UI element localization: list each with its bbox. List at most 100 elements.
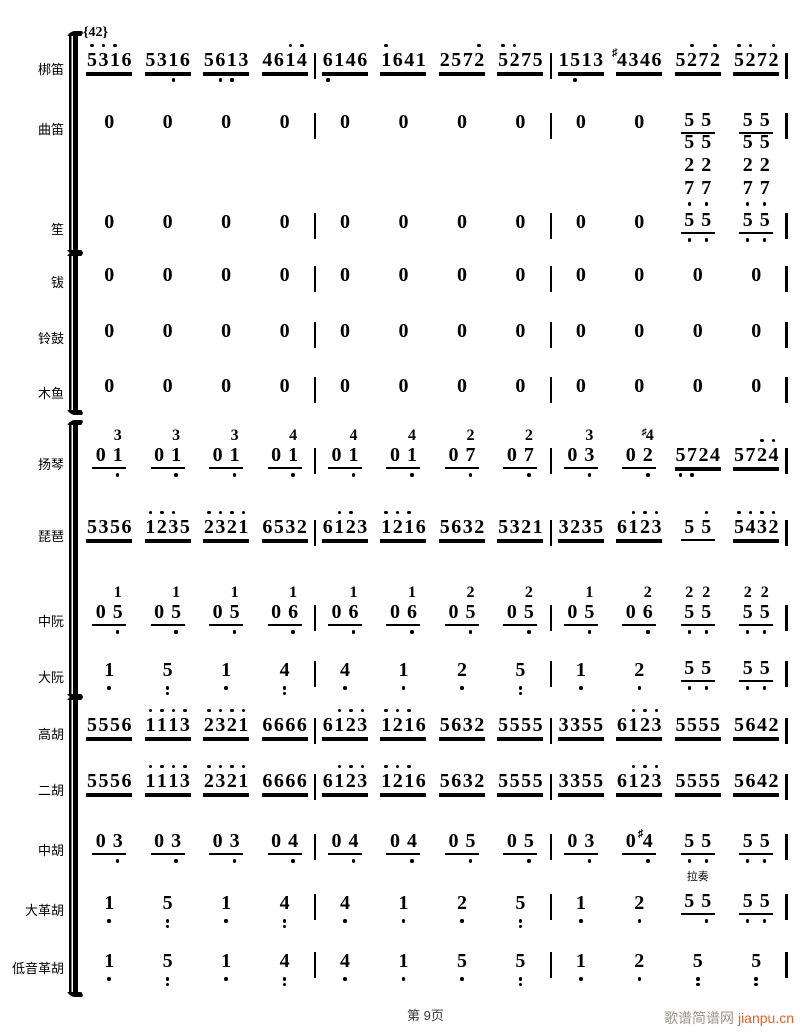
barline bbox=[313, 377, 316, 403]
below-column bbox=[558, 743, 570, 757]
note-column: 5 bbox=[681, 868, 698, 913]
note-digit: 5 bbox=[701, 601, 712, 623]
barline bbox=[549, 213, 552, 239]
digit-row: 1 bbox=[218, 870, 235, 915]
note-digit: 6 bbox=[285, 770, 296, 792]
note-digit: 3 bbox=[179, 770, 190, 792]
note-digit: 0 bbox=[506, 830, 517, 852]
note-digit: 6 bbox=[288, 601, 299, 623]
note-column: 6 bbox=[179, 39, 191, 72]
above-slot: 3 bbox=[172, 422, 180, 444]
below-column bbox=[756, 686, 773, 700]
note-column: 2 bbox=[768, 760, 780, 793]
below-column bbox=[572, 686, 589, 700]
barline bbox=[313, 774, 316, 800]
harmony-note: 1 bbox=[113, 584, 122, 601]
note-group: 0 bbox=[512, 254, 529, 305]
note-digit: 0 bbox=[389, 601, 400, 623]
below-column bbox=[512, 347, 529, 361]
octave-dots-below bbox=[527, 630, 531, 634]
below-column bbox=[462, 630, 479, 644]
note-digit: 0 bbox=[634, 111, 645, 133]
octave-dots-below bbox=[326, 78, 330, 82]
octave-dots-below bbox=[107, 977, 111, 981]
note-column: 0 bbox=[386, 579, 403, 624]
note-digit: 2 bbox=[768, 516, 779, 538]
below-column bbox=[273, 545, 285, 559]
octave-dot bbox=[90, 43, 94, 47]
beat: 0 bbox=[255, 211, 313, 252]
note-group: 1 bbox=[218, 870, 235, 933]
octave-dots-above bbox=[477, 43, 481, 47]
note-digit: 5 bbox=[759, 657, 770, 679]
staff-row-daruan: 大阮 1 5 1 4 4 1 2 5 1 2 5 5 5 5 bbox=[0, 654, 800, 700]
octave-dot bbox=[165, 977, 170, 981]
below-column bbox=[159, 686, 176, 700]
octave-dot bbox=[518, 919, 523, 923]
above-slot: 2 bbox=[744, 579, 752, 601]
note-group: 1 bbox=[395, 649, 412, 700]
note-digit: 5 bbox=[701, 890, 712, 912]
note-digit: 5 bbox=[515, 659, 526, 681]
below-column bbox=[392, 78, 404, 92]
note-digit: 1 bbox=[532, 516, 543, 538]
below-row bbox=[322, 795, 368, 813]
note-column: 1 bbox=[415, 39, 427, 72]
below-column bbox=[238, 78, 250, 92]
technique-annotation: 拉奏 bbox=[686, 871, 709, 883]
note-column: 5 bbox=[581, 760, 593, 793]
note-digit: 0 bbox=[515, 375, 526, 397]
beat: 1 bbox=[552, 870, 610, 933]
below-row bbox=[572, 343, 589, 361]
below-column bbox=[532, 545, 544, 559]
note-digit: 4 bbox=[340, 892, 351, 914]
note-group: 0 bbox=[453, 365, 470, 416]
below-column bbox=[520, 799, 532, 813]
octave-dot bbox=[579, 919, 583, 923]
octave-dot bbox=[518, 977, 523, 981]
harmony-note: ♯4 bbox=[641, 427, 654, 444]
note-column: 5 bbox=[512, 870, 529, 915]
harmony-note: 2 bbox=[702, 584, 711, 601]
note-digit: 5 bbox=[112, 601, 123, 623]
note-digit: 0 bbox=[271, 830, 282, 852]
below-row bbox=[572, 973, 589, 991]
note-column: 6 bbox=[745, 704, 757, 737]
note-digit: 1 bbox=[381, 714, 392, 736]
note-digit: 5 bbox=[109, 714, 120, 736]
above-slot: 1 bbox=[172, 579, 180, 601]
above-slot bbox=[349, 506, 353, 516]
above-slot bbox=[207, 704, 211, 714]
staff-row-bangdi: 梆笛 5 3 1 6 5 3 1 6 5 6 1 3 4 6 1 4 6 1 4 6 1 6 4 1 2 5 7 2 5 2 7 5 1 5 1 3 ♯ 4… bbox=[0, 43, 800, 92]
below-column bbox=[179, 799, 191, 813]
note-digit: 3 bbox=[285, 516, 296, 538]
below-column bbox=[745, 473, 757, 487]
below-row bbox=[203, 795, 249, 813]
below-row bbox=[512, 915, 529, 933]
note-column: 2 bbox=[739, 154, 756, 177]
note-column: 5 bbox=[739, 209, 756, 232]
note-digit: 1 bbox=[334, 516, 345, 538]
digit-row: 5 bbox=[689, 940, 706, 973]
note-column: 5 bbox=[675, 704, 687, 737]
digit-row: 4 bbox=[337, 940, 354, 973]
octave-dot bbox=[643, 510, 647, 514]
octave-dot bbox=[587, 859, 592, 863]
octave-dots-above bbox=[771, 438, 776, 442]
